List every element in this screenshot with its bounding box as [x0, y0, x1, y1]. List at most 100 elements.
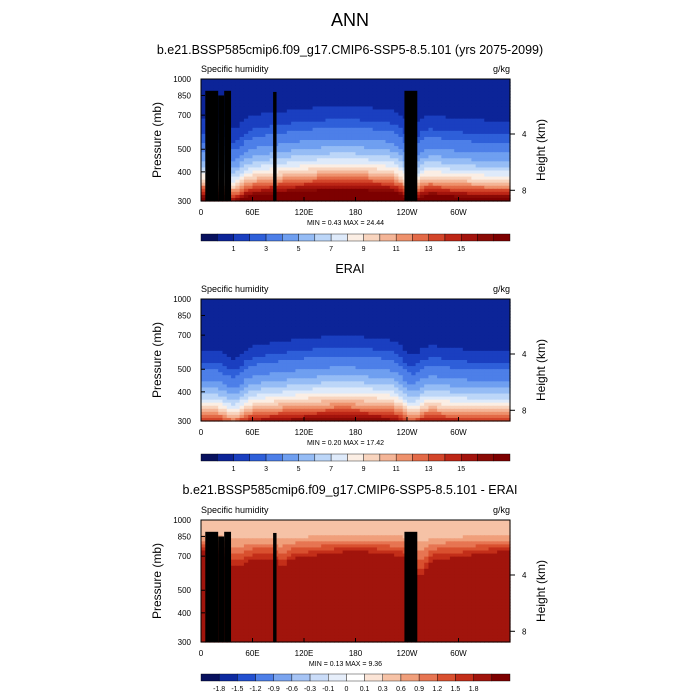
- heatmap-cell: [449, 115, 455, 120]
- heatmap-cell: [256, 88, 262, 92]
- heatmap-cell: [282, 103, 288, 108]
- heatmap-cell: [432, 133, 438, 138]
- heatmap-cell: [359, 164, 365, 169]
- heatmap-cell: [308, 323, 314, 328]
- heatmap-cell: [471, 360, 477, 364]
- heatmap-cell: [248, 94, 254, 98]
- heatmap-cell: [295, 341, 301, 346]
- colorbar-swatch: [363, 233, 381, 242]
- heatmap-cell: [291, 347, 297, 352]
- heatmap-cell: [415, 344, 421, 349]
- heatmap-cell: [351, 353, 357, 358]
- heatmap-cell: [342, 179, 348, 184]
- heatmap-cell: [492, 308, 498, 312]
- heatmap-cell: [312, 378, 318, 382]
- heatmap-cell: [265, 136, 271, 141]
- heatmap-cell: [492, 332, 498, 337]
- heatmap-cell: [385, 353, 391, 358]
- heatmap-cell: [213, 350, 219, 355]
- heatmap-cell: [398, 133, 404, 138]
- heatmap-cell: [475, 106, 481, 111]
- heatmap-cell: [415, 100, 421, 104]
- heatmap-cell: [372, 179, 378, 184]
- heatmap-cell: [432, 308, 438, 312]
- heatmap-cell: [398, 197, 404, 202]
- heatmap-cell: [355, 143, 361, 147]
- heatmap-cell: [432, 127, 438, 132]
- heatmap-cell: [334, 164, 339, 169]
- heatmap-cell: [407, 320, 412, 324]
- heatmap-cell: [291, 124, 297, 129]
- heatmap-cell: [479, 88, 485, 92]
- heatmap-cell: [248, 176, 254, 181]
- heatmap-cell: [372, 143, 378, 147]
- heatmap-cell: [445, 103, 451, 108]
- heatmap-cell: [497, 140, 503, 144]
- heatmap-cell: [484, 360, 490, 364]
- heatmap-cell: [428, 103, 434, 108]
- heatmap-cell: [428, 82, 434, 86]
- heatmap-cell: [424, 335, 430, 340]
- heatmap-cell: [282, 347, 288, 352]
- heatmap-cell: [454, 317, 460, 321]
- heatmap-cell: [454, 372, 460, 376]
- heatmap-cell: [428, 356, 434, 361]
- heatmap-cell: [256, 79, 262, 83]
- heatmap-cell: [226, 88, 232, 92]
- heatmap-cell: [329, 356, 335, 361]
- heatmap-cell: [471, 378, 477, 382]
- heatmap-cell: [239, 167, 245, 172]
- heatmap-cell: [291, 360, 297, 364]
- heatmap-cell: [338, 133, 344, 138]
- heatmap-cell: [235, 320, 241, 324]
- heatmap-cell: [462, 363, 468, 367]
- heatmap-cell: [304, 179, 309, 184]
- heatmap-cell: [261, 158, 266, 162]
- heatmap-cell: [359, 103, 365, 108]
- heatmap-cell: [394, 378, 400, 382]
- heatmap-cell: [398, 332, 404, 337]
- heatmap-cell: [432, 341, 438, 346]
- heatmap-cell: [342, 191, 348, 196]
- heatmap-cell: [389, 140, 395, 144]
- heatmap-cell: [389, 127, 395, 132]
- heatmap-cell: [291, 130, 297, 135]
- heatmap-cell: [248, 308, 254, 312]
- heatmap-cell: [484, 314, 490, 318]
- heatmap-cell: [243, 188, 249, 193]
- heatmap-cell: [334, 176, 339, 181]
- heatmap-cell: [248, 191, 254, 196]
- heatmap-cell: [479, 188, 485, 193]
- heatmap-cell: [308, 118, 314, 123]
- heatmap-cell: [308, 305, 314, 309]
- heatmap-cell: [458, 170, 464, 175]
- heatmap-cell: [256, 164, 262, 169]
- heatmap-cell: [351, 344, 357, 349]
- heatmap-cell: [359, 94, 365, 98]
- heatmap-cell: [308, 302, 314, 306]
- heatmap-cell: [398, 341, 404, 346]
- heatmap-cell: [381, 115, 387, 120]
- heatmap-cell: [449, 188, 455, 193]
- heatmap-cell: [295, 155, 301, 159]
- heatmap-cell: [342, 121, 348, 126]
- heatmap-cell: [239, 176, 245, 181]
- heatmap-cell: [286, 384, 292, 389]
- heatmap-cell: [488, 79, 494, 83]
- heatmap-cell: [449, 381, 455, 385]
- heatmap-cell: [312, 109, 318, 114]
- heatmap-cell: [364, 378, 369, 382]
- heatmap-cell: [376, 302, 382, 306]
- heatmap-cell: [239, 143, 245, 147]
- heatmap-cell: [415, 194, 421, 199]
- heatmap-cell: [488, 188, 494, 193]
- heatmap-cell: [222, 317, 228, 321]
- heatmap-cell: [321, 124, 327, 129]
- heatmap-cell: [235, 341, 241, 346]
- heatmap-cell: [329, 103, 335, 108]
- heatmap-cell: [243, 378, 249, 382]
- heatmap-cell: [479, 118, 485, 123]
- heatmap-cell: [488, 109, 494, 114]
- heatmap-cell: [321, 176, 327, 181]
- heatmap-cell: [286, 191, 292, 196]
